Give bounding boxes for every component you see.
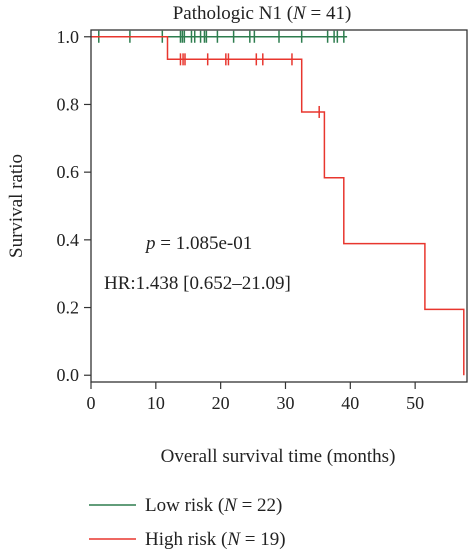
y-tick-label: 0.0 (57, 365, 80, 385)
x-tick-label: 30 (276, 393, 294, 413)
chart-title: Pathologic N1 (N = 41) (173, 3, 352, 24)
p-value-annotation: p = 1.085e-01 (144, 233, 252, 254)
y-axis-label: Survival ratio (6, 154, 27, 258)
y-tick-label: 0.6 (57, 162, 80, 182)
x-tick-label: 0 (87, 393, 96, 413)
plot-frame (90, 29, 468, 383)
y-axis: 0.0 0.2 0.4 0.6 0.8 1.0 (57, 27, 91, 385)
x-tick-label: 10 (147, 393, 165, 413)
y-tick-label: 1.0 (57, 27, 80, 47)
y-tick-label: 0.4 (57, 230, 80, 250)
hazard-ratio-annotation: HR:1.438 [0.652–21.09] (104, 273, 291, 294)
y-tick-label: 0.8 (57, 94, 80, 114)
legend-label-high-risk: High risk (N = 19) (145, 529, 286, 550)
x-tick-label: 50 (406, 393, 424, 413)
series-line-high-risk (91, 36, 465, 376)
x-axis-label: Overall survival time (months) (161, 446, 396, 467)
legend: Low risk (N = 22) High risk (N = 19) (89, 495, 286, 550)
x-axis: 0 10 20 30 40 50 (87, 382, 424, 413)
legend-label-low-risk: Low risk (N = 22) (145, 495, 282, 516)
y-tick-label: 0.2 (57, 298, 80, 318)
x-tick-label: 20 (212, 393, 230, 413)
x-tick-label: 40 (341, 393, 359, 413)
series-layer (91, 30, 465, 376)
